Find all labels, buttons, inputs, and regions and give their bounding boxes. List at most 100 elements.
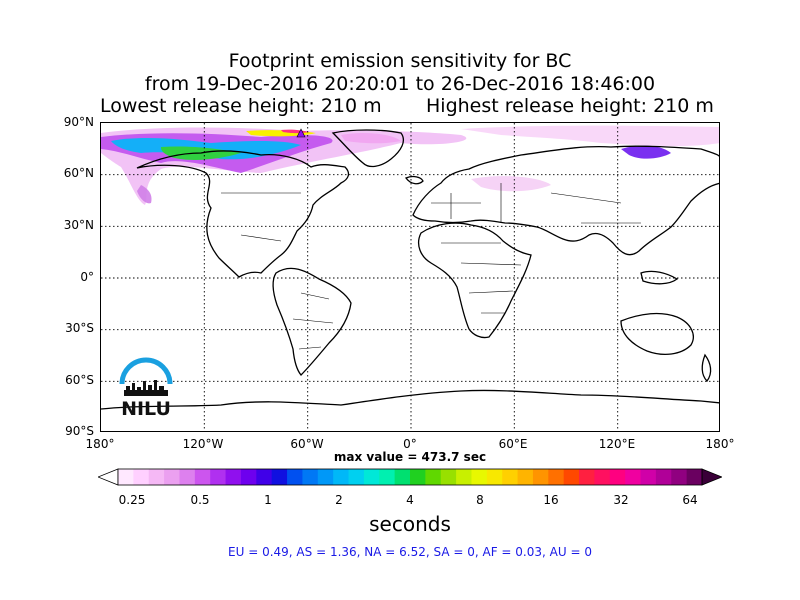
africa-coast xyxy=(417,222,532,339)
colorbar-segment xyxy=(148,469,165,485)
colorbar-segment xyxy=(394,469,411,485)
nilu-logo: NILU xyxy=(116,356,176,422)
lat-tick-30s: 30°S xyxy=(65,321,94,335)
lat-tick-90s: 90°S xyxy=(65,424,94,438)
colorbar-extend-min xyxy=(98,468,119,486)
world-map xyxy=(100,122,720,432)
colorbar-segment xyxy=(640,469,657,485)
lon-tick-60e: 60°E xyxy=(498,437,528,451)
colorbar-tick-64: 64 xyxy=(682,493,698,507)
colorbar-segment xyxy=(256,469,273,485)
colorbar-segment xyxy=(379,469,396,485)
borders-south-america xyxy=(292,292,334,350)
lat-tick-90n: 90°N xyxy=(63,115,94,129)
nilu-logo-text: NILU xyxy=(121,398,171,420)
lat-tick-60n: 60°N xyxy=(63,166,94,180)
colorbar-tick-1: 1 xyxy=(264,493,272,507)
greenland-coast xyxy=(331,129,405,168)
colorbar-segment xyxy=(532,469,549,485)
colorbar-segment xyxy=(425,469,442,485)
map-date-range: from 19-Dec-2016 20:20:01 to 26-Dec-2016… xyxy=(144,73,656,95)
new-zealand-coast xyxy=(701,353,712,382)
lat-tick-60s: 60°S xyxy=(65,373,94,387)
colorbar-segment xyxy=(517,469,534,485)
colorbar-segment xyxy=(210,469,227,485)
emission-sensitivity-field xyxy=(101,125,719,205)
colorbar-segment xyxy=(625,469,642,485)
coastlines xyxy=(101,129,719,410)
logo-arc xyxy=(119,357,173,385)
lon-tick-0: 0° xyxy=(403,437,417,451)
border-us-mexico xyxy=(240,234,282,242)
lowest-release-height: Lowest release height: 210 m xyxy=(100,95,382,117)
north-america-coast xyxy=(136,150,350,278)
lon-tick-120w: 120°W xyxy=(182,437,224,451)
colorbar-segment xyxy=(594,469,611,485)
colorbar-segment xyxy=(440,469,457,485)
colorbar-extend-max xyxy=(701,468,722,486)
release-location-marker xyxy=(296,128,306,138)
colorbar-segment xyxy=(471,469,488,485)
colorbar-frame xyxy=(117,468,703,486)
colorbar-segment xyxy=(363,469,380,485)
colorbar-segment xyxy=(164,469,180,485)
lon-tick-180e: 180° xyxy=(705,437,735,451)
colorbar-segment xyxy=(686,469,703,485)
map-canvas xyxy=(101,123,719,431)
borders-africa xyxy=(441,242,522,314)
colorbar-segment xyxy=(194,469,211,485)
colorbar-segment xyxy=(655,469,672,485)
plume-alaska-tail xyxy=(137,185,152,204)
plume-central-asia xyxy=(471,176,551,192)
colorbar-segment xyxy=(225,469,242,485)
antarctica-coast xyxy=(101,389,719,410)
colorbar-tick-2: 2 xyxy=(335,493,343,507)
colorbar-segment xyxy=(502,469,519,485)
colorbar-segment xyxy=(302,469,319,485)
highest-release-height: Highest release height: 210 m xyxy=(426,95,714,117)
indonesia-coast xyxy=(640,270,679,285)
plume-siberia xyxy=(461,125,719,147)
south-america-coast xyxy=(272,267,352,376)
region-values: EU = 0.49, AS = 1.36, NA = 6.52, SA = 0,… xyxy=(228,545,592,559)
colorbar xyxy=(98,468,722,486)
eurasia-coast xyxy=(412,145,719,256)
colorbar-segment xyxy=(240,469,257,485)
colorbar-segment xyxy=(563,469,580,485)
lon-tick-120e: 120°E xyxy=(598,437,636,451)
colorbar-segment xyxy=(579,469,595,485)
australia-coast xyxy=(620,312,694,356)
graticule xyxy=(101,123,719,431)
colorbar-segment xyxy=(317,469,334,485)
colorbar-tick-8: 8 xyxy=(476,493,484,507)
colorbar-segment xyxy=(609,469,626,485)
colorbar-segment xyxy=(548,469,565,485)
colorbar-segment xyxy=(456,469,472,485)
plume-east-siberia xyxy=(621,145,671,159)
colorbar-tick-4: 4 xyxy=(406,493,414,507)
plume-greenland xyxy=(341,133,401,144)
colorbar-tick-0-5: 0.5 xyxy=(190,493,210,507)
colorbar-segment xyxy=(348,469,365,485)
lon-tick-60w: 60°W xyxy=(290,437,324,451)
colorbar-tick-32: 32 xyxy=(613,493,629,507)
colorbar-segment xyxy=(333,469,350,485)
colorbar-tick-16: 16 xyxy=(543,493,559,507)
colorbar-tick-0-25: 0.25 xyxy=(118,493,146,507)
iceland-coast xyxy=(405,175,424,185)
colorbar-segment xyxy=(410,469,426,485)
colorbar-segment xyxy=(118,469,134,485)
colorbar-segment xyxy=(287,469,303,485)
lat-tick-0: 0° xyxy=(80,270,94,284)
colorbar-segment xyxy=(671,469,688,485)
colorbar-segment xyxy=(486,469,503,485)
map-title: Footprint emission sensitivity for BC xyxy=(228,50,572,72)
lat-tick-30n: 30°N xyxy=(63,218,94,232)
logo-skyline xyxy=(124,380,168,396)
colorbar-segment xyxy=(271,469,288,485)
colorbar-segment xyxy=(179,469,196,485)
lon-tick-180w: 180° xyxy=(85,437,115,451)
borders-eurasia xyxy=(431,183,641,224)
max-value-label: max value = 473.7 sec xyxy=(333,450,487,464)
colorbar-unit-label: seconds xyxy=(369,512,451,536)
